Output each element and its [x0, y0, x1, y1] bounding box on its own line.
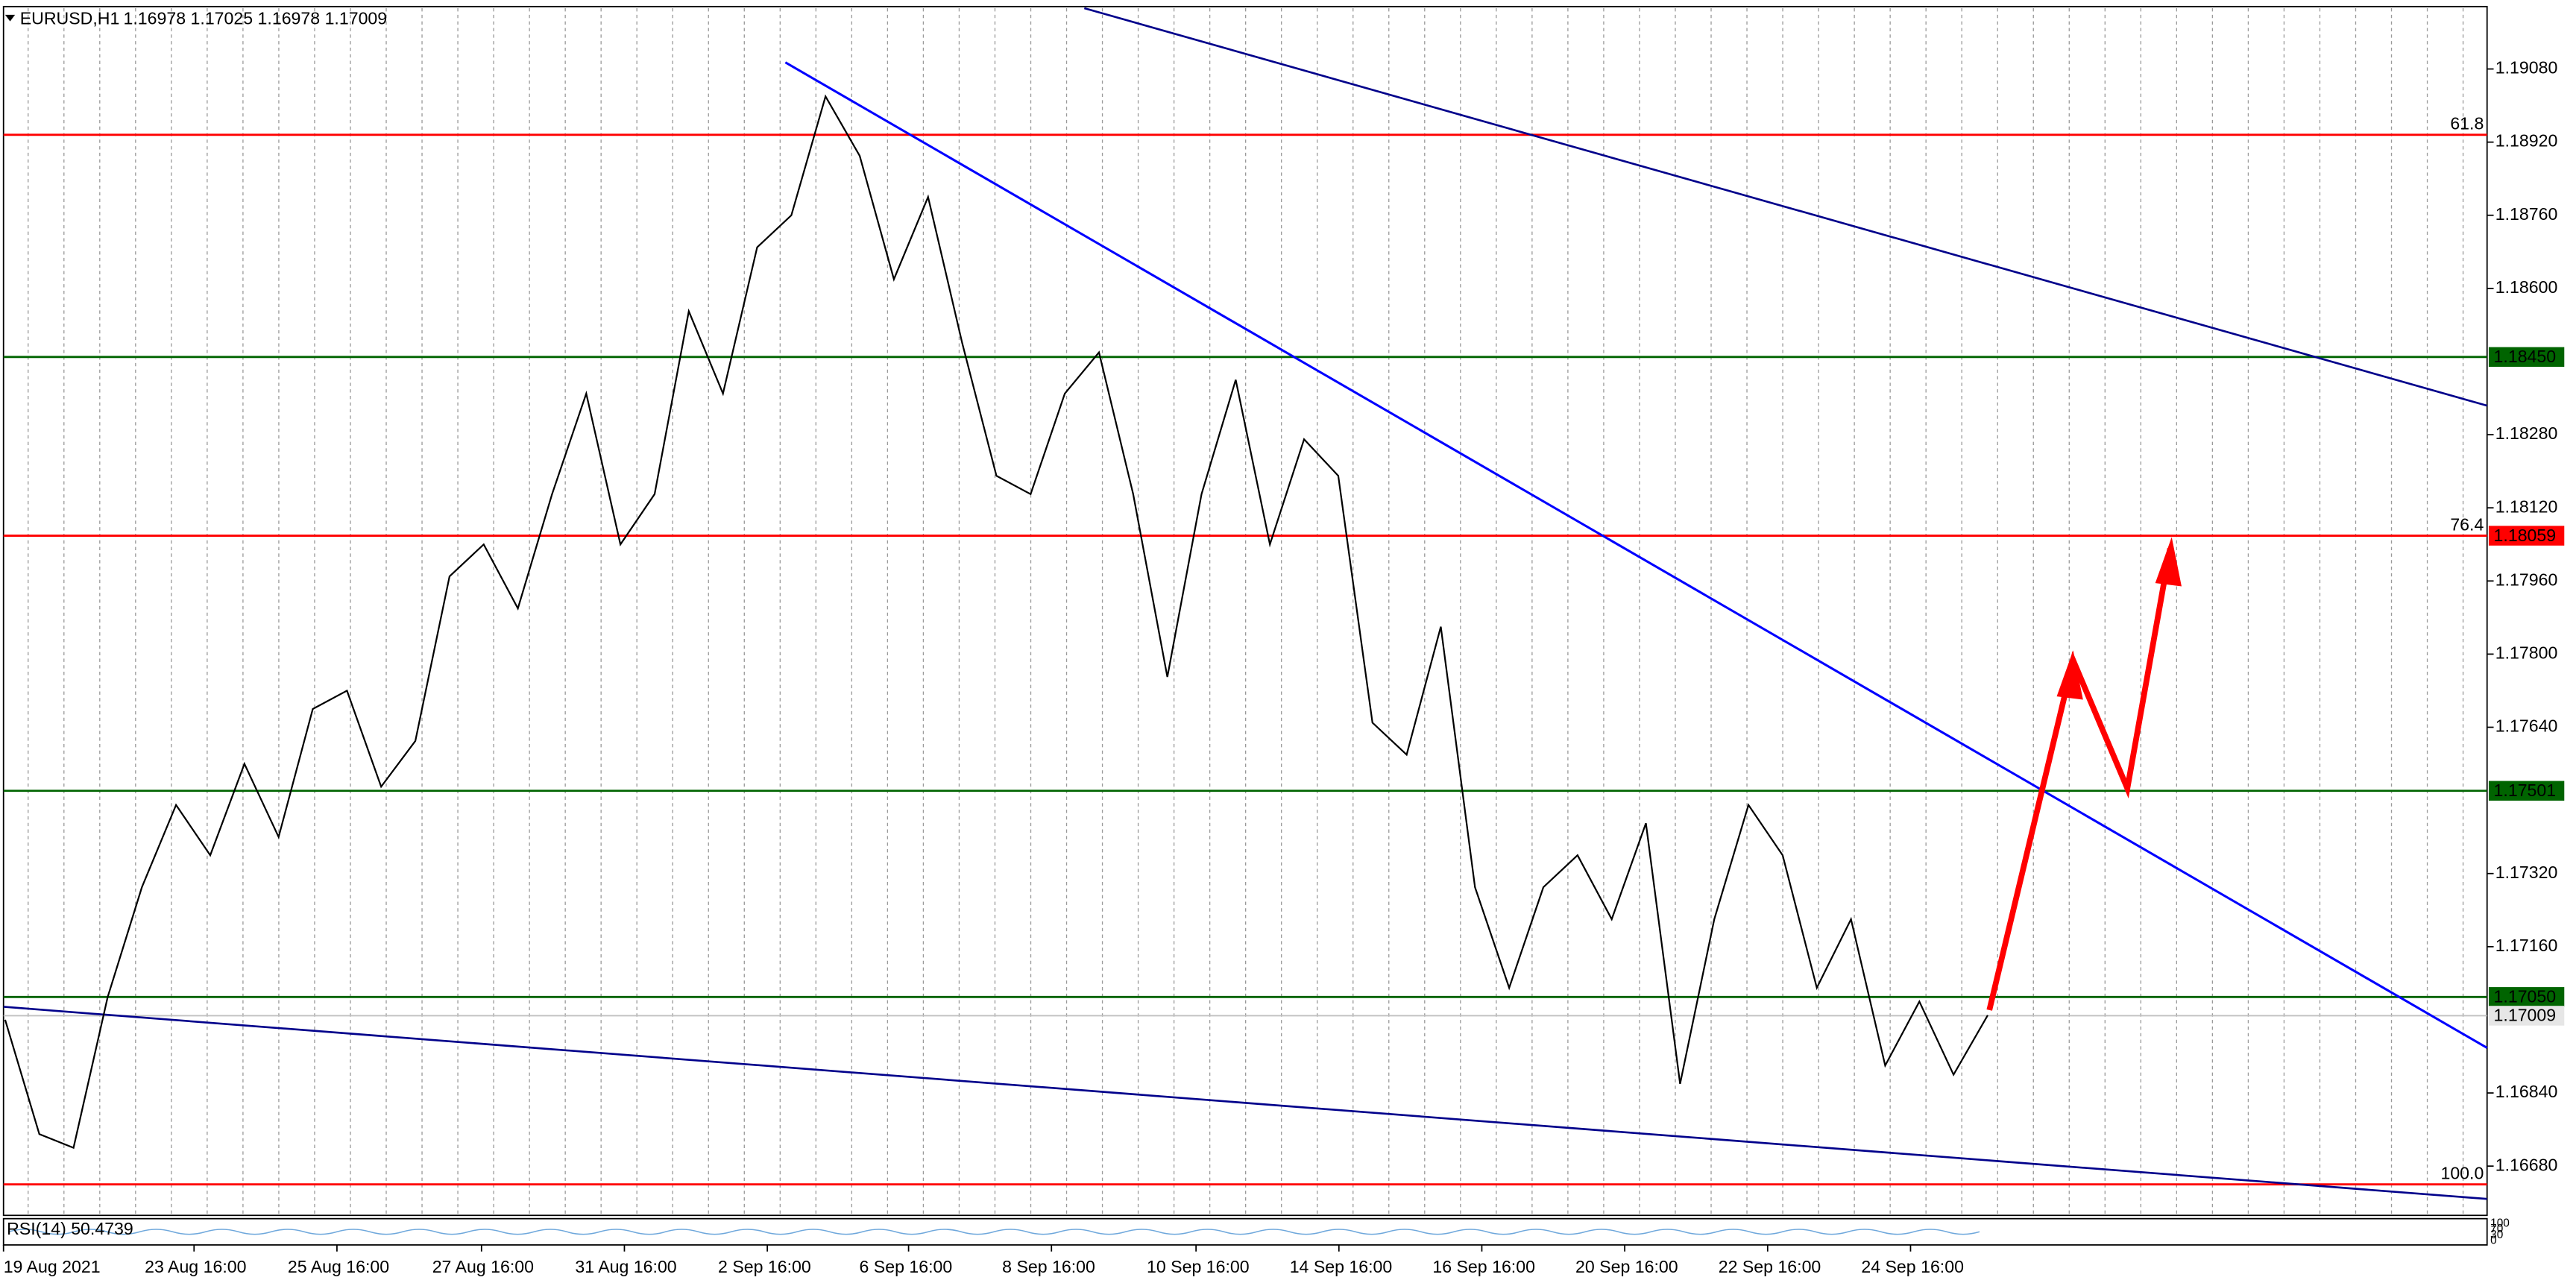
price-label: 1.17320	[2495, 863, 2558, 882]
price-tag	[2488, 1006, 2565, 1026]
price-label: 1.16840	[2495, 1082, 2558, 1101]
price-label: 1.18600	[2495, 277, 2558, 297]
price-tag-label: 1.17501	[2494, 781, 2557, 800]
price-tag	[2488, 987, 2565, 1007]
time-label: 6 Sep 16:00	[860, 1257, 953, 1276]
time-label: 31 Aug 16:00	[575, 1257, 676, 1276]
price-series	[4, 94, 1988, 1150]
arrow-head	[2155, 537, 2182, 587]
time-label: 27 Aug 16:00	[432, 1257, 534, 1276]
fib-label: 76.4	[2450, 514, 2484, 534]
ohlc: 1.16978 1.17025 1.16978 1.17009	[124, 9, 388, 28]
rsi-scale-label: 30	[2490, 1229, 2503, 1241]
levels: 61.8 1.18450 76.4 1.18059 1.17501 1.17050 100.…	[3, 114, 2565, 1186]
price-tag-label: 1.17050	[2494, 987, 2557, 1006]
trend-line	[3, 1006, 2487, 1200]
main-panel	[2, 5, 2488, 1217]
price-tag	[2488, 526, 2565, 546]
price-tag-label: 1.18450	[2494, 347, 2557, 366]
time-label: 25 Aug 16:00	[288, 1257, 389, 1276]
price-label: 1.19080	[2495, 58, 2558, 78]
time-label: 22 Sep 16:00	[1719, 1257, 1821, 1276]
price-tag-label: 1.18059	[2494, 526, 2557, 545]
menu-arrow	[4, 14, 16, 22]
time-label: 24 Sep 16:00	[1861, 1257, 1964, 1276]
time-label: 2 Sep 16:00	[718, 1257, 811, 1276]
rsi-panel	[2, 1217, 2488, 1246]
price-label: 1.18920	[2495, 131, 2558, 151]
rsi-label: RSI(14) 50.4739	[7, 1219, 133, 1238]
price-tag	[2488, 781, 2565, 801]
time-label: 14 Sep 16:00	[1290, 1257, 1393, 1276]
time-label: 16 Sep 16:00	[1432, 1257, 1535, 1276]
price-label: 1.17960	[2495, 570, 2558, 589]
price-label: 1.16680	[2495, 1155, 2558, 1174]
time-label: 8 Sep 16:00	[1002, 1257, 1095, 1276]
fib-label: 61.8	[2450, 114, 2484, 133]
rsi-line	[8, 1229, 1980, 1235]
time-grid	[28, 8, 2464, 1216]
price-line	[4, 94, 1988, 1150]
price-label: 1.17800	[2495, 643, 2558, 663]
price-label: 1.17640	[2495, 716, 2558, 736]
arrow-head	[2056, 650, 2083, 700]
trend-line	[784, 61, 2488, 1049]
price-tag-label: 1.17009	[2494, 1006, 2557, 1025]
rsi-scale-label: 70	[2490, 1223, 2503, 1235]
rsi-scale-label: 100	[2490, 1217, 2510, 1229]
time-axis: 19 Aug 2021 23 Aug 16:00 25 Aug 16:00 27 Au…	[2, 1244, 1964, 1276]
rsi-scale-label: 0	[2490, 1234, 2497, 1246]
symbol: EURUSD,H1	[20, 9, 120, 28]
price-label: 1.18120	[2495, 497, 2558, 516]
time-label: 23 Aug 16:00	[145, 1257, 246, 1276]
price-label: 1.18280	[2495, 423, 2558, 443]
fib-label: 100.0	[2440, 1164, 2484, 1183]
price-axis: 1.19080 1.18920 1.18760 1.18600 1.18280 1.181…	[2487, 58, 2558, 1174]
time-label: 10 Sep 16:00	[1147, 1257, 1250, 1276]
price-label: 1.18760	[2495, 204, 2558, 224]
forecast-arrow	[1986, 548, 2173, 1011]
price-label: 1.17160	[2495, 936, 2558, 955]
time-label: 19 Aug 2021	[4, 1257, 101, 1276]
price-tag	[2488, 347, 2565, 368]
trend-line	[1083, 7, 2488, 407]
time-label: 20 Sep 16:00	[1575, 1257, 1678, 1276]
